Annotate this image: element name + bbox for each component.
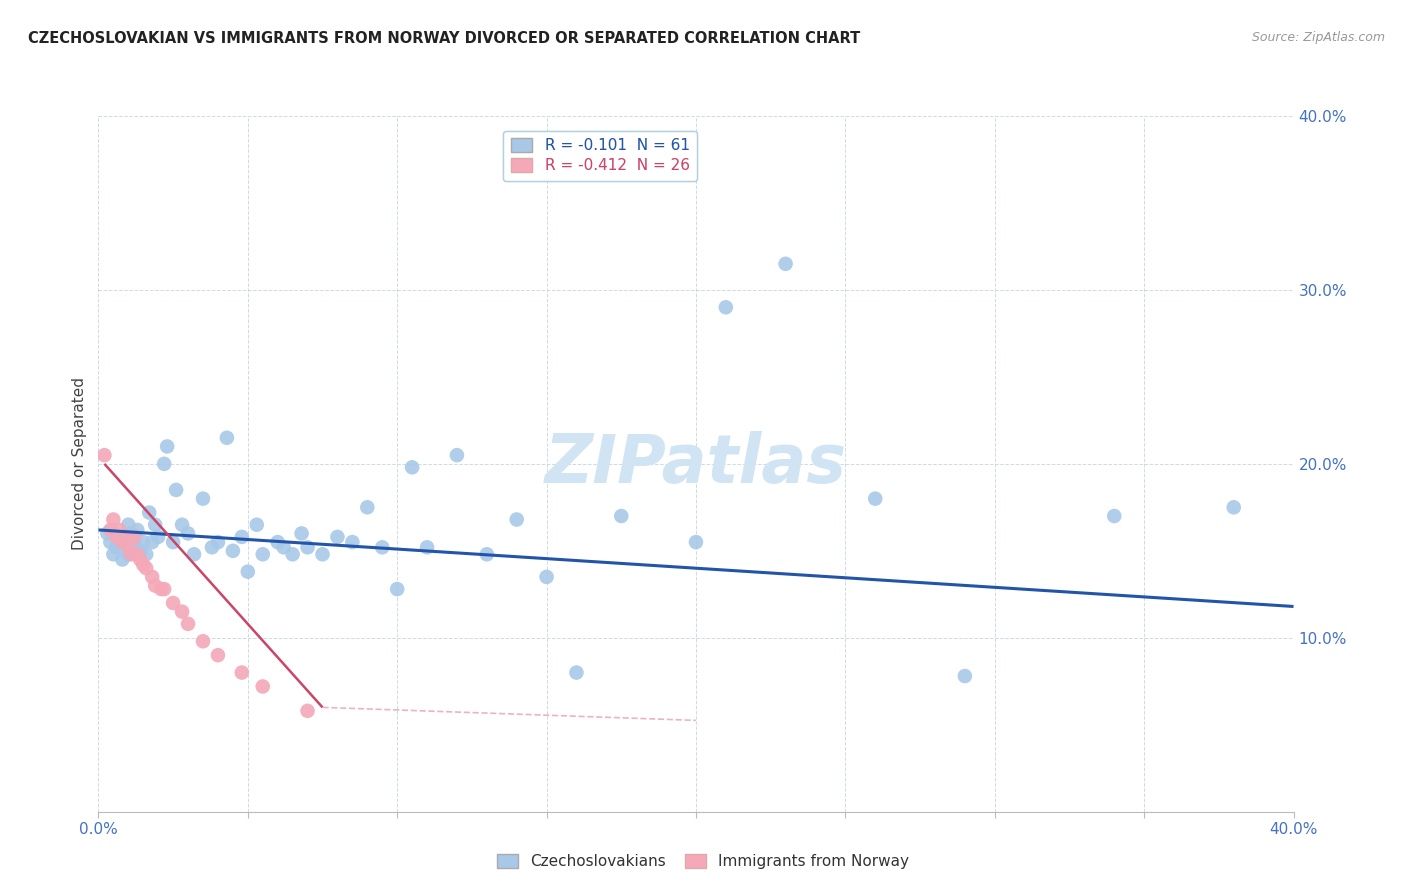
Point <box>135 547 157 561</box>
Point <box>153 457 176 471</box>
Point <box>236 565 259 579</box>
Point <box>117 541 139 555</box>
Point <box>865 491 887 506</box>
Legend: Czechoslovakians, Immigrants from Norway: Czechoslovakians, Immigrants from Norway <box>491 848 915 875</box>
Point <box>475 547 498 561</box>
Point <box>207 648 229 662</box>
Point <box>297 541 319 555</box>
Point <box>172 517 194 532</box>
Point <box>150 582 173 596</box>
Point <box>231 665 253 680</box>
Point <box>446 448 468 462</box>
Point <box>191 491 214 506</box>
Point <box>124 530 146 544</box>
Point <box>129 543 152 558</box>
Point <box>127 523 149 537</box>
Point <box>565 665 588 680</box>
Point <box>162 535 184 549</box>
Point <box>114 530 136 544</box>
Point <box>162 596 184 610</box>
Point <box>281 547 304 561</box>
Point <box>222 543 245 558</box>
Point <box>156 440 179 454</box>
Point <box>117 517 139 532</box>
Point <box>231 530 253 544</box>
Point <box>108 535 131 549</box>
Point <box>191 634 214 648</box>
Point <box>356 500 378 515</box>
Point <box>177 616 200 631</box>
Point <box>311 547 333 561</box>
Point <box>416 541 439 555</box>
Point <box>246 517 269 532</box>
Point <box>132 558 155 572</box>
Point <box>105 530 128 544</box>
Point <box>326 530 349 544</box>
Point <box>105 541 128 555</box>
Point <box>506 512 529 526</box>
Point <box>201 541 224 555</box>
Point <box>252 680 274 694</box>
Point <box>120 547 142 561</box>
Point <box>385 582 409 596</box>
Point <box>117 547 139 561</box>
Point <box>215 431 238 445</box>
Point <box>775 257 797 271</box>
Point <box>183 547 205 561</box>
Point <box>129 552 152 566</box>
Point <box>114 530 136 544</box>
Point <box>108 523 131 537</box>
Point <box>98 535 122 549</box>
Point <box>111 552 134 566</box>
Point <box>132 535 155 549</box>
Point <box>111 535 134 549</box>
Point <box>124 535 146 549</box>
Point <box>267 535 290 549</box>
Point <box>1104 508 1126 523</box>
Point <box>273 541 295 555</box>
Text: CZECHOSLOVAKIAN VS IMMIGRANTS FROM NORWAY DIVORCED OR SEPARATED CORRELATION CHAR: CZECHOSLOVAKIAN VS IMMIGRANTS FROM NORWA… <box>28 31 860 46</box>
Point <box>165 483 187 497</box>
Point <box>536 570 558 584</box>
Point <box>714 300 737 315</box>
Point <box>120 526 142 541</box>
Point <box>93 448 115 462</box>
Legend: R = -0.101  N = 61, R = -0.412  N = 26: R = -0.101 N = 61, R = -0.412 N = 26 <box>503 130 697 180</box>
Point <box>103 547 125 561</box>
Point <box>290 526 312 541</box>
Point <box>135 561 157 575</box>
Point <box>143 578 166 592</box>
Point <box>252 547 274 561</box>
Point <box>143 517 166 532</box>
Point <box>685 535 707 549</box>
Point <box>177 526 200 541</box>
Point <box>153 582 176 596</box>
Point <box>138 506 160 520</box>
Point <box>342 535 364 549</box>
Point <box>401 460 423 475</box>
Text: ZIPatlas: ZIPatlas <box>546 431 846 497</box>
Y-axis label: Divorced or Separated: Divorced or Separated <box>72 377 87 550</box>
Point <box>953 669 976 683</box>
Point <box>103 512 125 526</box>
Point <box>1223 500 1246 515</box>
Text: Source: ZipAtlas.com: Source: ZipAtlas.com <box>1251 31 1385 45</box>
Point <box>297 704 319 718</box>
Point <box>141 535 163 549</box>
Point <box>98 523 122 537</box>
Point <box>96 526 118 541</box>
Point <box>141 570 163 584</box>
Point <box>371 541 394 555</box>
Point <box>610 508 633 523</box>
Point <box>172 605 194 619</box>
Point <box>148 530 170 544</box>
Point <box>207 535 229 549</box>
Point <box>127 547 149 561</box>
